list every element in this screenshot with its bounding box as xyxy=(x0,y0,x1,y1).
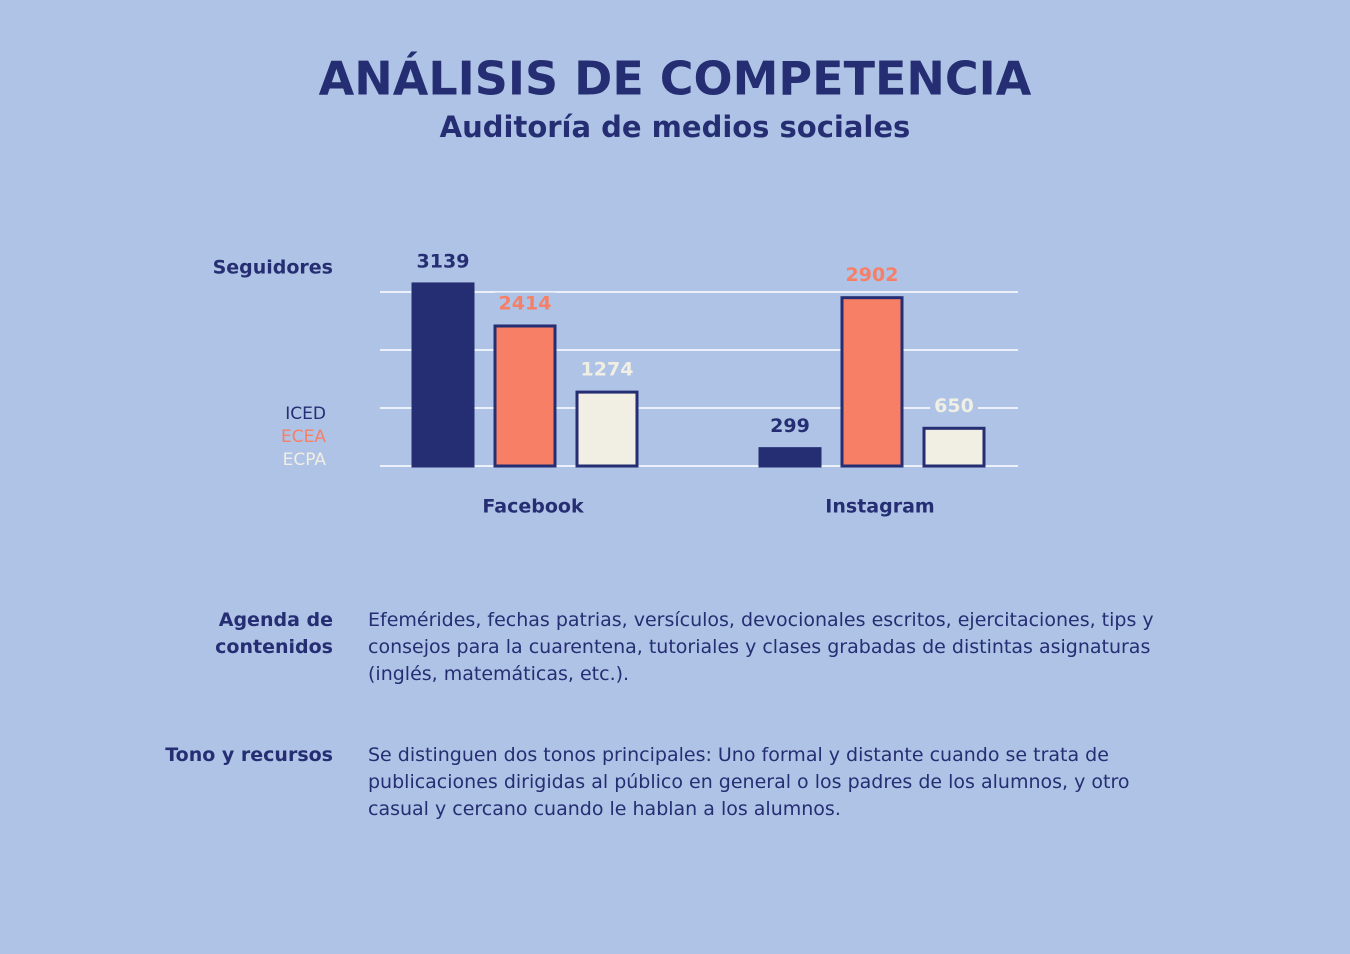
section-label: Agenda de contenidos xyxy=(215,609,333,658)
bar xyxy=(411,282,475,468)
legend-entry: ICED xyxy=(285,404,326,424)
bar xyxy=(840,296,904,468)
value-label: 650 xyxy=(934,395,974,417)
legend-entry: ECEA xyxy=(281,427,326,447)
value-label: 1274 xyxy=(581,359,634,381)
subtitle: Auditoría de medios sociales xyxy=(440,110,911,144)
value-label-bg xyxy=(412,250,474,273)
value-label-bg xyxy=(576,358,638,381)
bar xyxy=(758,447,822,468)
section-label: Tono y recursos xyxy=(165,744,333,766)
grid xyxy=(380,291,1018,467)
value-label: 2902 xyxy=(846,264,899,286)
y-axis-label: Seguidores xyxy=(213,257,333,279)
x-tick-label: Instagram xyxy=(825,496,934,518)
legend-entry: ECPA xyxy=(283,450,327,470)
value-label: 2414 xyxy=(499,292,552,314)
value-label: 299 xyxy=(770,415,810,437)
section-text: Se distinguen dos tonos principales: Uno… xyxy=(368,744,1130,820)
marks: 3139 2414 1274 299 2902 650 xyxy=(411,250,986,468)
value-label-bg xyxy=(841,264,903,287)
value-label-bg xyxy=(766,415,814,438)
value-label: 3139 xyxy=(417,250,470,272)
value-label-bg xyxy=(494,292,556,315)
value-label-bg xyxy=(930,394,978,417)
section-text: Efemérides, fechas patrias, versículos, … xyxy=(368,609,1154,685)
bar xyxy=(922,426,986,468)
bar xyxy=(493,324,557,468)
bar xyxy=(575,390,639,468)
x-tick-label: Facebook xyxy=(482,496,584,518)
title: ANÁLISIS DE COMPETENCIA xyxy=(319,52,1032,106)
